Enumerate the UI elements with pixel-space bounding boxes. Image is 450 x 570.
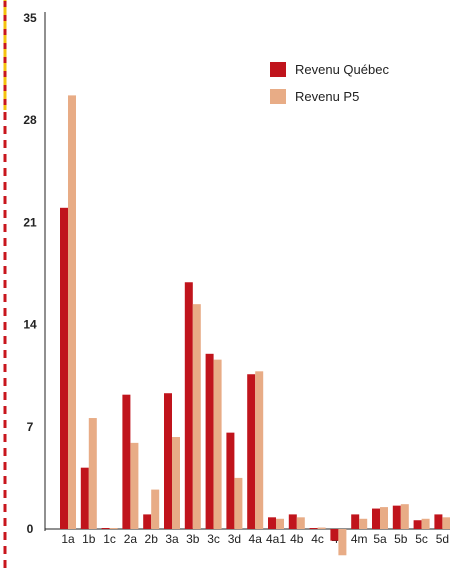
bar-revenu-p5-4m (359, 518, 368, 529)
x-tick-label: 5d (436, 532, 449, 546)
x-tick-label: 3d (228, 532, 241, 546)
x-tick-label: 1a (61, 532, 75, 546)
bar-revenu-p5-3a (172, 437, 180, 529)
bar-revenu-quebec-3d (226, 432, 235, 529)
x-tick-label: 3a (165, 532, 179, 546)
y-tick-label: 7 (27, 420, 34, 434)
bar-revenu-p5-3d (234, 477, 243, 529)
bar-revenu-p5-4c (317, 527, 326, 529)
bar-revenu-p5-5d (442, 517, 450, 529)
legend-swatch (270, 89, 286, 104)
x-tick-label: 3b (186, 532, 200, 546)
bar-revenu-p5-5a (380, 507, 388, 529)
bar-revenu-quebec-4d (330, 529, 339, 541)
bar-revenu-quebec-4a1 (268, 517, 276, 529)
bar-revenu-quebec-5a (372, 508, 380, 529)
bar-revenu-p5-3c (213, 359, 222, 529)
bar-revenu-quebec-3c (205, 353, 214, 529)
bar-revenu-quebec-4m (351, 514, 360, 529)
legend: Revenu Québec Revenu P5 (270, 62, 389, 104)
bar-revenu-quebec-4b (288, 514, 297, 529)
bar-revenu-p5-5b (400, 504, 409, 529)
bar-revenu-p5-4b (296, 517, 305, 529)
bar-revenu-quebec-1c (101, 528, 110, 529)
bar-revenu-p5-4d (338, 529, 347, 556)
y-tick-label: 14 (23, 318, 37, 332)
legend-label: Revenu P5 (295, 89, 359, 104)
bar-revenu-quebec-3a (164, 393, 172, 529)
bar-revenu-p5-4a (255, 371, 264, 529)
x-tick-label: 2a (124, 532, 138, 546)
x-tick-label: 5c (415, 532, 428, 546)
y-tick-label: 21 (23, 215, 37, 229)
bar-revenu-quebec-2b (143, 514, 152, 529)
y-tick-label: 35 (23, 11, 37, 25)
bar-revenu-p5-2b (151, 489, 160, 529)
x-tick-label: 5a (373, 532, 387, 546)
bar-revenu-quebec-4c (309, 528, 318, 529)
x-tick-label: 5b (394, 532, 408, 546)
x-tick-label: 4a (249, 532, 263, 546)
bar-revenu-quebec-4a (247, 374, 256, 529)
y-tick-label: 0 (27, 522, 34, 536)
x-tick-label: 3c (207, 532, 220, 546)
x-tick-label: 4b (290, 532, 304, 546)
x-tick-label: 4a1 (266, 532, 286, 546)
bar-revenu-quebec-3b (184, 282, 193, 529)
x-tick-label: 2b (145, 532, 159, 546)
bar-revenu-p5-2a (130, 442, 139, 529)
bar-revenu-quebec-1b (80, 467, 89, 529)
bar-revenu-p5-5c (421, 518, 430, 529)
x-tick-label: 4m (351, 532, 368, 546)
bar-revenu-quebec-1a (60, 207, 68, 530)
x-axis: 1a1b1c2a2b3a3b3c3d4a4a14b4c4d4m5a5b5c5d (45, 528, 450, 546)
bar-revenu-p5-1b (88, 418, 97, 529)
x-tick-label: 1b (82, 532, 96, 546)
legend-swatch (270, 62, 286, 77)
bar-revenu-quebec-5d (434, 514, 443, 529)
x-tick-label: 1c (103, 532, 116, 546)
bar-revenu-p5-1c (109, 528, 118, 529)
bar-revenu-quebec-5b (392, 505, 401, 529)
legend-label: Revenu Québec (295, 62, 389, 77)
y-axis: 0 7 14 21 28 35 (23, 11, 46, 536)
y-tick-label: 28 (23, 113, 37, 127)
bars (60, 95, 450, 556)
x-tick-label: 4c (311, 532, 324, 546)
bar-revenu-p5-3b (192, 304, 201, 529)
bar-revenu-quebec-2a (122, 394, 131, 529)
bar-revenu-p5-1a (68, 95, 76, 529)
bar-revenu-p5-4a1 (276, 518, 284, 529)
bar-revenu-quebec-5c (413, 520, 422, 529)
